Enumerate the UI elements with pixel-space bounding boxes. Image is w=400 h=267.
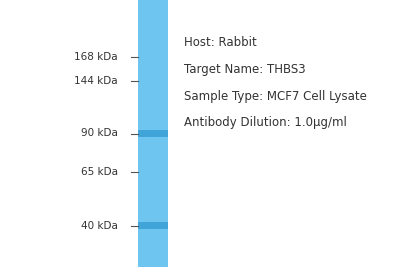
- Text: 40 kDa: 40 kDa: [81, 221, 118, 231]
- Text: Target Name: THBS3: Target Name: THBS3: [184, 63, 306, 76]
- Text: 65 kDa: 65 kDa: [81, 167, 118, 177]
- Bar: [138, 130, 168, 137]
- Text: Antibody Dilution: 1.0µg/ml: Antibody Dilution: 1.0µg/ml: [184, 116, 347, 129]
- Bar: [138, 0, 168, 267]
- Text: 90 kDa: 90 kDa: [81, 128, 118, 139]
- Text: 144 kDa: 144 kDa: [74, 76, 118, 87]
- Text: Sample Type: MCF7 Cell Lysate: Sample Type: MCF7 Cell Lysate: [184, 90, 367, 103]
- Bar: [138, 222, 168, 229]
- Text: Host: Rabbit: Host: Rabbit: [184, 36, 257, 49]
- Text: 168 kDa: 168 kDa: [74, 52, 118, 62]
